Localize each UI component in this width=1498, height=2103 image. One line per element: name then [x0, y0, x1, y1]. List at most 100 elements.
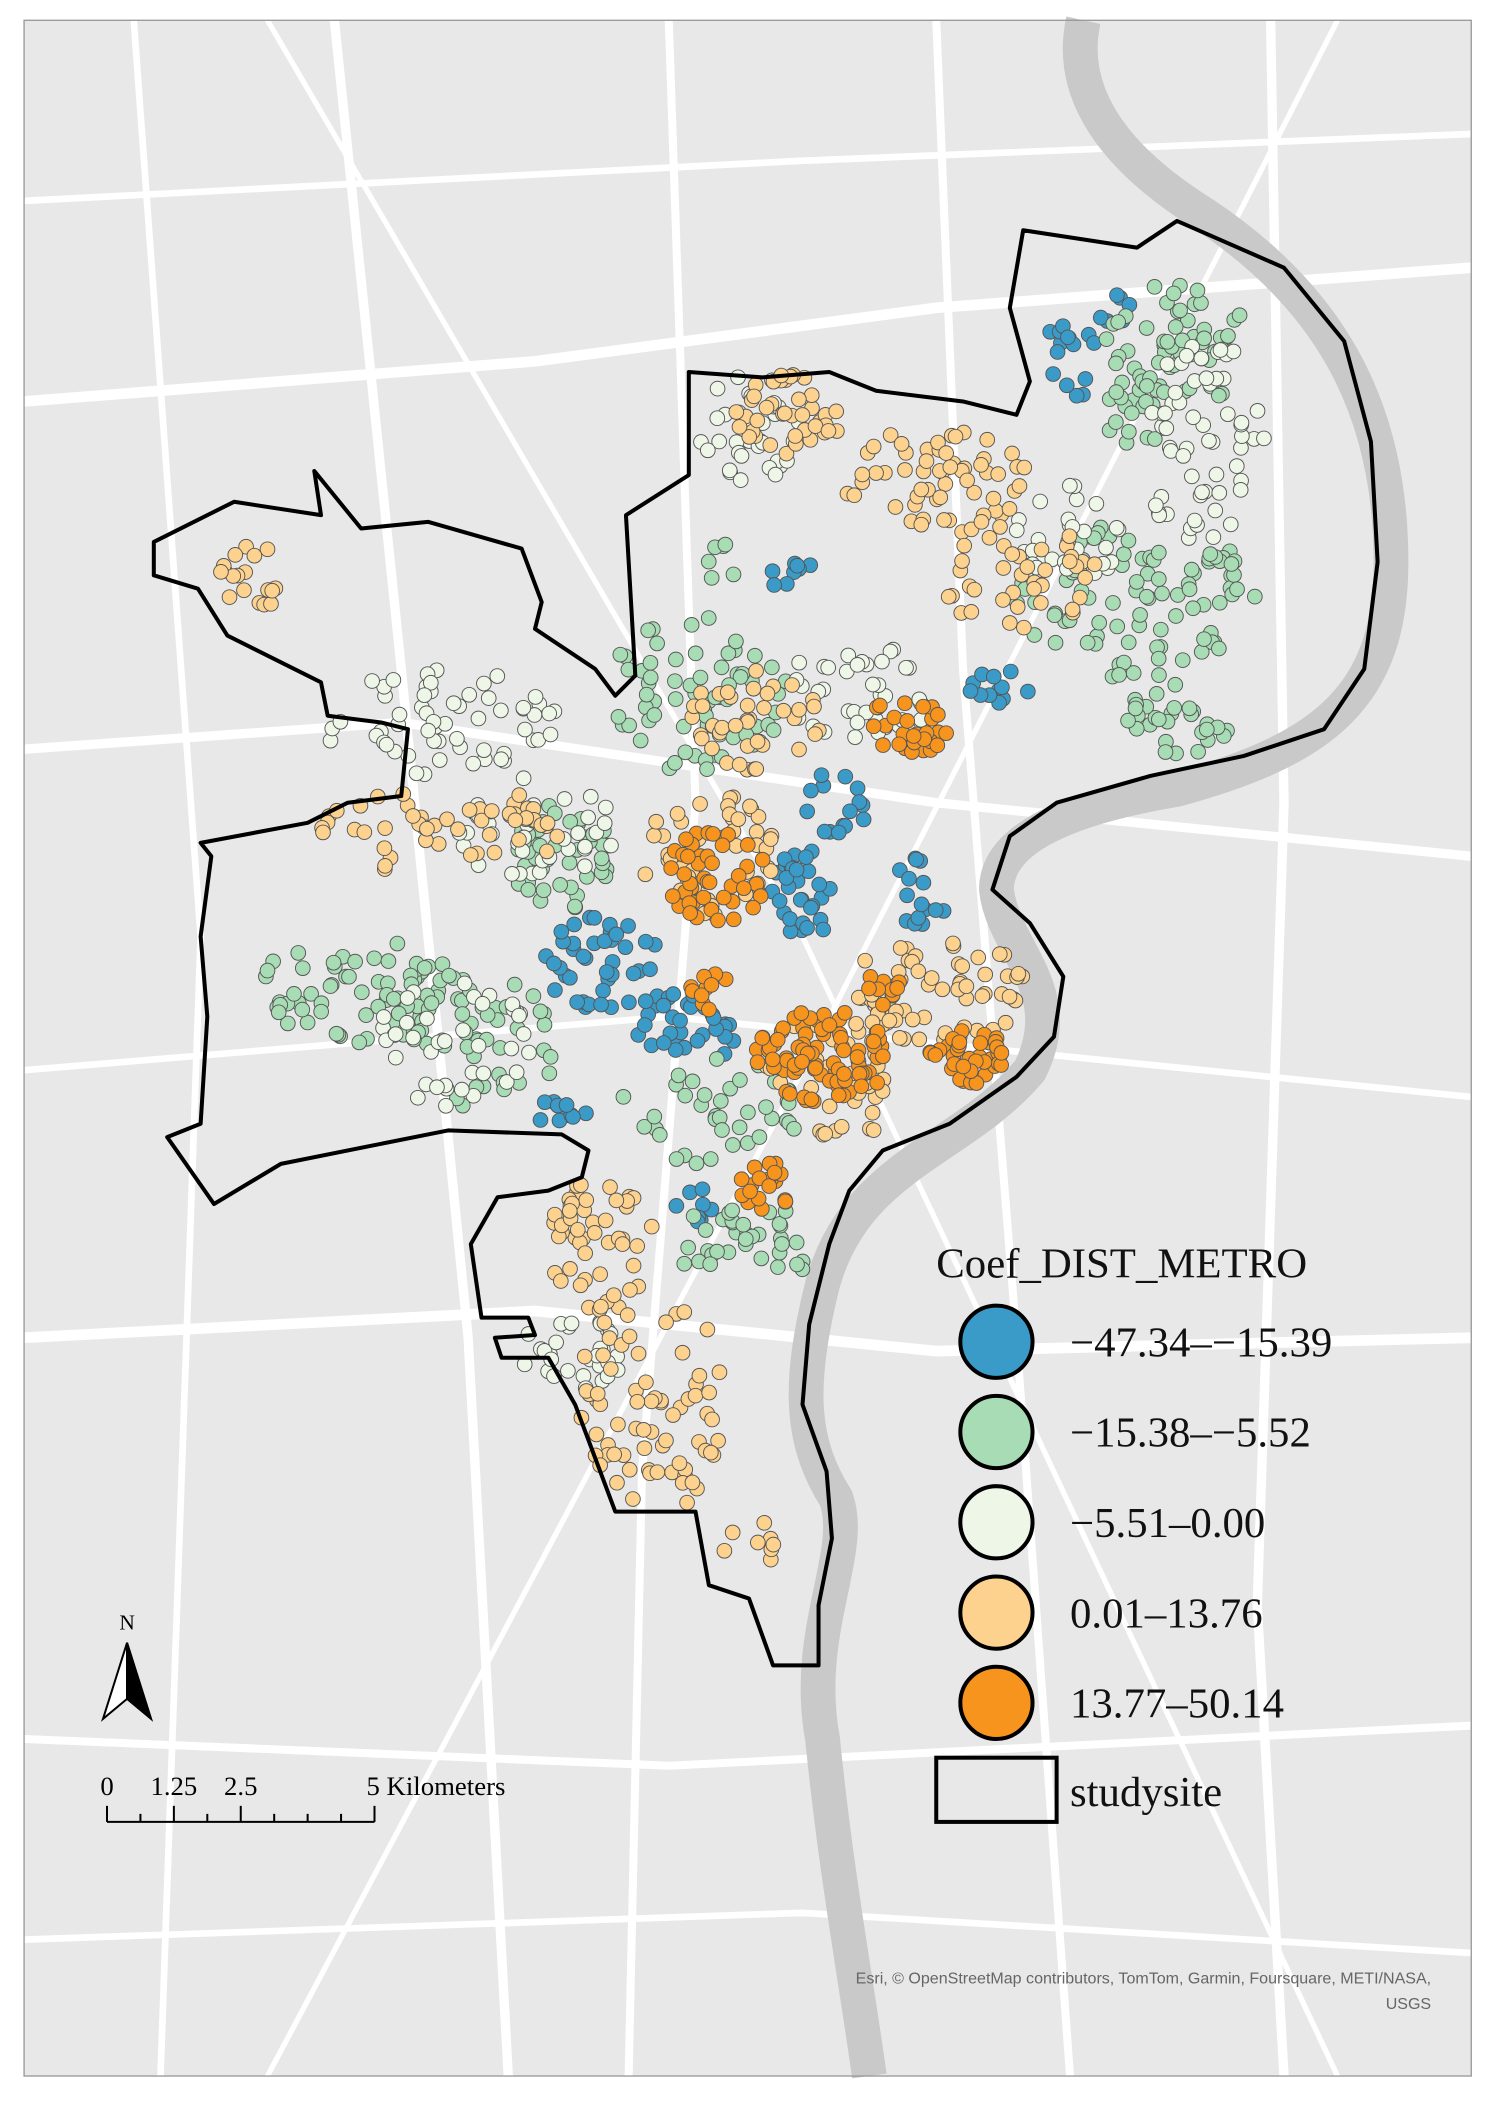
point	[596, 933, 613, 949]
point	[676, 1255, 693, 1272]
point	[764, 1051, 781, 1068]
point	[1011, 478, 1028, 494]
point	[699, 442, 716, 459]
point	[1123, 405, 1140, 421]
point	[807, 418, 824, 434]
point	[596, 815, 613, 832]
point	[694, 1181, 711, 1198]
point	[498, 1074, 515, 1090]
point	[649, 635, 665, 652]
point	[1058, 377, 1075, 394]
point	[731, 419, 748, 435]
point	[378, 736, 395, 753]
point	[303, 986, 319, 1002]
point	[294, 1001, 311, 1018]
point	[848, 1015, 864, 1032]
point	[737, 1231, 754, 1247]
point	[643, 1218, 660, 1235]
point	[721, 462, 738, 479]
point	[1183, 561, 1200, 578]
point	[1008, 522, 1025, 539]
point	[580, 809, 596, 826]
point	[1150, 650, 1167, 667]
point	[886, 709, 903, 726]
point	[945, 935, 961, 952]
point	[221, 589, 238, 605]
point	[731, 756, 748, 773]
point	[603, 1361, 619, 1377]
point	[1001, 615, 1018, 631]
point	[475, 1065, 492, 1082]
legend-label: −5.51–0.00	[1070, 1500, 1265, 1547]
point	[542, 726, 559, 743]
point	[1108, 355, 1124, 372]
point	[438, 1097, 454, 1114]
point	[865, 1122, 882, 1138]
point	[1111, 667, 1127, 683]
point	[1249, 403, 1266, 419]
point	[959, 472, 975, 489]
point	[977, 966, 994, 983]
point	[798, 849, 814, 865]
point	[667, 1042, 684, 1058]
point	[515, 1026, 532, 1042]
point	[566, 916, 583, 933]
point	[749, 1054, 766, 1071]
point	[290, 945, 307, 961]
point	[846, 487, 863, 504]
point	[1196, 631, 1212, 647]
point	[387, 1026, 404, 1042]
point	[658, 1432, 674, 1449]
point	[927, 1047, 944, 1063]
point	[709, 1243, 725, 1260]
point	[711, 433, 727, 450]
point	[595, 1347, 611, 1364]
point	[724, 1137, 741, 1153]
point	[835, 1042, 852, 1059]
point	[849, 1049, 866, 1065]
point	[782, 911, 798, 927]
point	[697, 1222, 714, 1238]
point	[489, 668, 506, 684]
point	[455, 1022, 471, 1038]
point	[1098, 539, 1114, 556]
point	[521, 1044, 537, 1061]
point	[677, 1087, 694, 1104]
point	[751, 1129, 768, 1145]
point	[1004, 445, 1020, 462]
point	[929, 737, 946, 754]
point	[405, 808, 421, 824]
point	[280, 1015, 296, 1032]
point	[937, 476, 954, 492]
point	[629, 1238, 646, 1254]
point	[732, 1072, 748, 1088]
point	[951, 1034, 968, 1051]
point	[807, 1060, 824, 1076]
point	[1079, 634, 1096, 651]
legend-title: Coef_DIST_METRO	[936, 1241, 1307, 1288]
point	[913, 481, 930, 498]
point	[972, 1035, 989, 1051]
point	[1016, 459, 1033, 476]
point	[651, 1127, 668, 1143]
point	[1088, 495, 1105, 512]
point	[227, 547, 244, 563]
point	[577, 1245, 593, 1262]
point	[1211, 387, 1227, 404]
point	[759, 685, 776, 702]
point	[913, 896, 930, 913]
point	[621, 994, 637, 1011]
point	[828, 403, 845, 420]
point	[520, 881, 537, 898]
point	[711, 1364, 728, 1381]
point	[747, 647, 763, 664]
point	[625, 1491, 641, 1507]
point	[547, 982, 563, 998]
point	[774, 1236, 790, 1252]
point	[938, 725, 954, 741]
point	[325, 954, 342, 971]
point	[754, 851, 771, 868]
point	[1115, 546, 1132, 563]
point	[745, 899, 761, 916]
point	[708, 1051, 725, 1067]
